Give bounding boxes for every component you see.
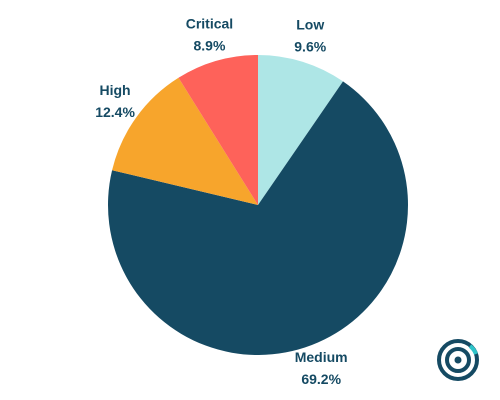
slice-value-label: 12.4% <box>95 104 135 120</box>
slice-label: Low <box>296 17 324 33</box>
pie-slice <box>258 55 344 205</box>
slice-value-label: 69.2% <box>301 371 341 387</box>
slice-label: High <box>100 82 131 98</box>
pie-slice <box>112 77 258 205</box>
slice-value-label: 8.9% <box>194 38 226 54</box>
slice-value-label: 9.6% <box>294 39 326 55</box>
pie-slice <box>178 55 258 205</box>
slice-label: Medium <box>295 349 348 365</box>
logo <box>437 339 479 381</box>
slice-label: Critical <box>186 16 233 32</box>
pie-slice <box>108 81 408 356</box>
